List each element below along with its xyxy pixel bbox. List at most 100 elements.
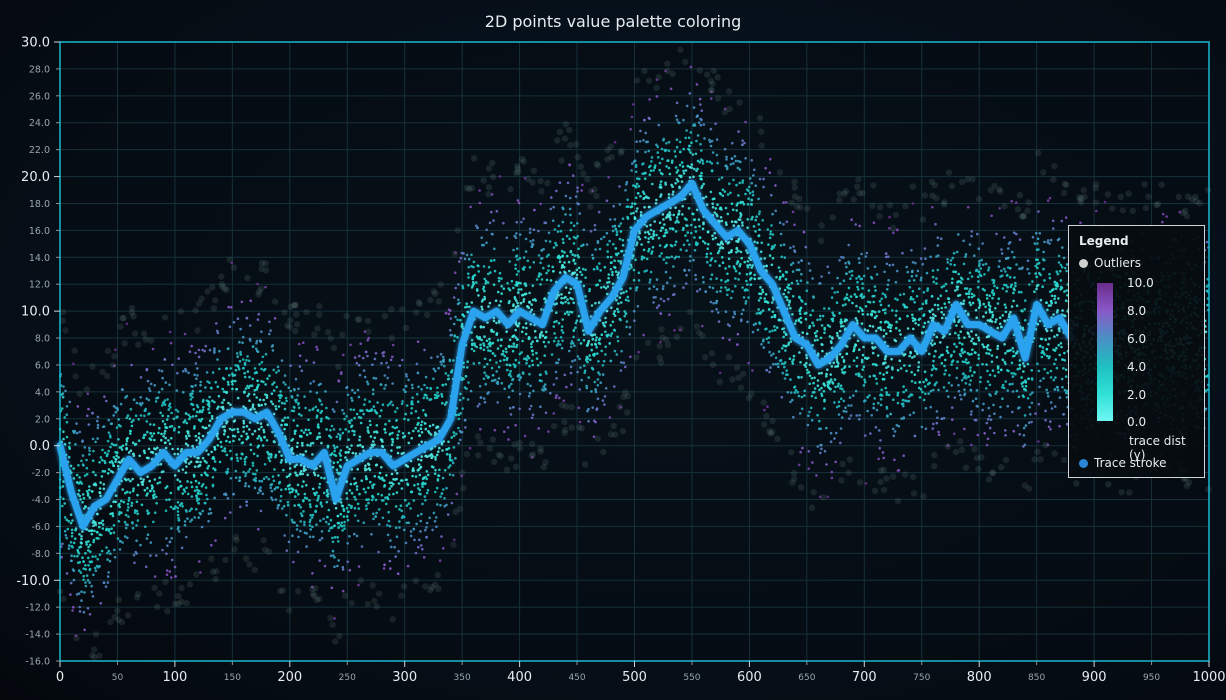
scatter-point: [351, 399, 354, 402]
scatter-point: [757, 223, 760, 226]
scatter-point: [75, 473, 79, 477]
scatter-point: [710, 257, 714, 260]
scatter-point: [970, 234, 973, 238]
scatter-point: [255, 396, 258, 399]
scatter-point: [1103, 200, 1107, 204]
scatter-point: [1011, 250, 1014, 254]
scatter-point: [475, 288, 479, 291]
scatter-point: [548, 240, 552, 243]
scatter-point: [651, 237, 655, 240]
scatter-point: [253, 407, 256, 411]
scatter-point: [372, 440, 375, 443]
scatter-point: [424, 475, 427, 479]
scatter-point: [120, 448, 124, 451]
scatter-point: [361, 356, 365, 360]
scatter-point: [395, 491, 399, 494]
scatter-point: [896, 368, 900, 372]
scatter-point: [213, 446, 216, 449]
scatter-point: [401, 358, 404, 362]
scatter-point: [977, 357, 980, 360]
scatter-point: [189, 460, 193, 464]
scatter-point: [764, 327, 767, 331]
scatter-point: [711, 151, 715, 154]
scatter-point: [564, 286, 568, 289]
scatter-point: [570, 383, 573, 386]
scatter-point: [563, 261, 566, 264]
scatter-point: [659, 180, 663, 183]
scatter-point: [808, 382, 811, 386]
scatter-point: [420, 512, 423, 516]
scatter-point: [483, 297, 487, 301]
scatter-point: [255, 342, 258, 345]
scatter-point: [320, 530, 324, 533]
scatter-point: [512, 342, 516, 346]
scatter-point: [631, 256, 634, 260]
scatter-point: [988, 307, 991, 311]
scatter-point: [138, 454, 141, 458]
scatter-point: [827, 307, 831, 310]
scatter-point: [816, 318, 819, 322]
scatter-point: [515, 345, 518, 349]
scatter-point: [858, 224, 861, 228]
scatter-point: [345, 506, 349, 510]
scatter-point: [362, 449, 366, 453]
scatter-point: [661, 157, 664, 161]
scatter-point: [568, 196, 572, 200]
scatter-point: [325, 428, 328, 431]
scatter-point: [857, 288, 860, 291]
scatter-point: [297, 406, 301, 410]
scatter-point: [72, 477, 76, 480]
scatter-point: [129, 449, 133, 453]
scatter-point: [77, 492, 80, 496]
scatter-point: [847, 298, 851, 302]
scatter-point: [243, 391, 246, 394]
scatter-point: [815, 330, 819, 333]
scatter-point: [688, 192, 692, 196]
scatter-point: [914, 321, 917, 325]
scatter-point: [542, 266, 545, 270]
scatter-point: [986, 348, 990, 351]
scatter-point: [567, 260, 571, 264]
scatter-point: [516, 324, 520, 328]
scatter-point: [516, 291, 520, 294]
scatter-point: [518, 378, 521, 382]
scatter-point: [283, 534, 287, 537]
scatter-point: [746, 288, 749, 292]
scatter-point: [585, 355, 589, 359]
scatter-point: [705, 203, 709, 206]
scatter-point: [623, 310, 626, 313]
scatter-point: [887, 304, 891, 308]
scatter-point: [249, 408, 252, 412]
scatter-point: [115, 454, 118, 458]
scatter-point: [1046, 199, 1050, 202]
scatter-point: [63, 529, 67, 533]
scatter-point: [365, 477, 369, 481]
scatter-point: [383, 484, 387, 487]
scatter-point: [611, 229, 615, 233]
scatter-point: [664, 244, 668, 248]
scatter-point: [405, 504, 409, 507]
scatter-point: [234, 476, 238, 480]
scatter-point: [931, 427, 935, 430]
scatter-point: [487, 265, 491, 269]
scatter-point: [145, 537, 149, 540]
scatter-point: [531, 340, 534, 344]
scatter-point: [176, 501, 180, 504]
scatter-point: [92, 540, 95, 544]
scatter-point: [309, 513, 312, 517]
scatter-point: [716, 251, 720, 255]
scatter-point: [146, 492, 149, 495]
scatter-point: [924, 427, 928, 431]
scatter-point: [89, 550, 92, 553]
scatter-point: [987, 303, 991, 307]
scatter-point: [559, 229, 563, 233]
scatter-point: [431, 528, 434, 532]
scatter-point: [114, 410, 118, 414]
scatter-point: [225, 367, 229, 370]
scatter-point: [385, 474, 388, 477]
scatter-point: [681, 213, 684, 216]
scatter-point: [439, 352, 443, 356]
scatter-point: [82, 578, 85, 582]
scatter-point: [676, 180, 680, 183]
